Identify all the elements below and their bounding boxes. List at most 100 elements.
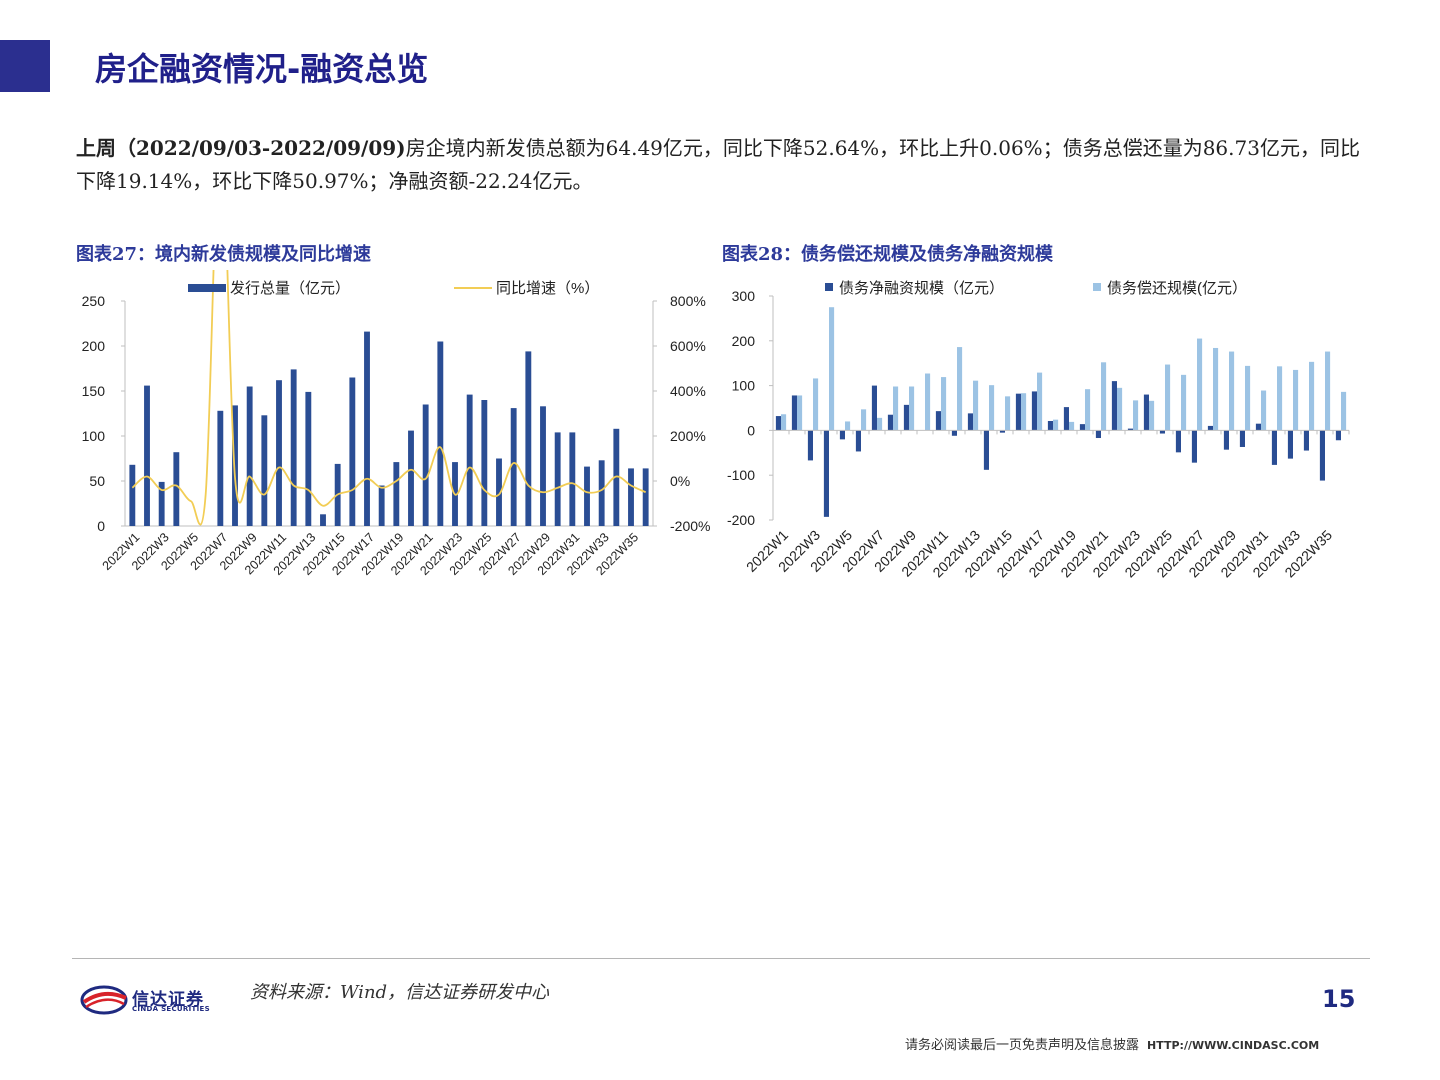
bar-net-financing bbox=[839, 430, 845, 440]
y-tick-label: 200 bbox=[732, 333, 756, 349]
bar-net-financing bbox=[1095, 430, 1101, 439]
legend-swatch-issuance bbox=[188, 284, 226, 292]
bar-net-financing bbox=[967, 413, 973, 431]
page-number: 15 bbox=[1322, 985, 1356, 1013]
bar-net-financing bbox=[1079, 424, 1085, 431]
bar-net-financing bbox=[775, 416, 781, 431]
bar-repayment bbox=[845, 421, 851, 431]
chart-28-title: 图表28：债务偿还规模及债务净融资规模 bbox=[722, 244, 1054, 265]
right-tick-label: 0% bbox=[670, 473, 690, 489]
summary-text: 上周（2022/09/03-2022/09/09)房企境内新发债总额为64.49… bbox=[76, 132, 1366, 198]
bar-net-financing bbox=[935, 411, 941, 431]
legend-swatch-net-financing bbox=[825, 283, 833, 291]
bar-repayment bbox=[1165, 364, 1171, 431]
bar-issuance bbox=[349, 377, 356, 526]
bar-net-financing bbox=[983, 430, 989, 470]
bar-repayment bbox=[1277, 366, 1283, 431]
bar-issuance bbox=[290, 369, 297, 526]
bar-repayment bbox=[1101, 362, 1107, 431]
legend-label-issuance: 发行总量（亿元） bbox=[230, 280, 350, 297]
bar-net-financing bbox=[1271, 430, 1277, 465]
legend-label-net-financing: 债务净融资规模（亿元） bbox=[839, 280, 1004, 297]
bar-issuance bbox=[540, 406, 546, 526]
bar-issuance bbox=[628, 468, 634, 526]
bar-repayment bbox=[925, 373, 931, 431]
logo-subtext: CINDA SECURITIES bbox=[132, 1005, 210, 1013]
bar-issuance bbox=[598, 460, 605, 526]
legend-label-growth: 同比增速（%） bbox=[496, 280, 599, 297]
logo-text: 信达证券 bbox=[132, 990, 204, 1010]
bar-net-financing bbox=[871, 385, 877, 431]
bar-repayment bbox=[1245, 365, 1251, 431]
bar-repayment bbox=[1229, 351, 1235, 431]
bar-issuance bbox=[378, 485, 385, 526]
footer-divider bbox=[72, 958, 1370, 959]
bar-issuance bbox=[569, 432, 576, 526]
left-tick-label: 0 bbox=[97, 518, 105, 534]
bar-net-financing bbox=[1303, 430, 1309, 451]
bar-issuance bbox=[525, 351, 532, 526]
chart-27-title: 图表27：境内新发债规模及同比增速 bbox=[76, 244, 372, 265]
bar-repayment bbox=[829, 307, 835, 431]
bar-net-financing bbox=[951, 430, 957, 436]
website-link[interactable]: HTTP://WWW.CINDASC.COM bbox=[1147, 1039, 1320, 1052]
bar-net-financing bbox=[1239, 430, 1245, 447]
bar-repayment bbox=[1181, 374, 1187, 431]
y-tick-label: 100 bbox=[732, 378, 756, 394]
bar-issuance bbox=[364, 331, 370, 526]
bar-issuance bbox=[217, 410, 224, 526]
bar-net-financing bbox=[903, 404, 909, 431]
bar-net-financing bbox=[1047, 420, 1053, 431]
bar-repayment bbox=[941, 377, 947, 431]
bar-repayment bbox=[1005, 396, 1011, 431]
summary-period: 上周（2022/09/03-2022/09/09) bbox=[76, 136, 406, 160]
y-tick-label: 300 bbox=[732, 288, 756, 304]
bar-issuance bbox=[642, 468, 649, 526]
bar-repayment bbox=[1037, 372, 1043, 431]
bar-net-financing bbox=[1031, 391, 1037, 431]
bar-repayment bbox=[1309, 361, 1315, 431]
bar-net-financing bbox=[807, 430, 813, 461]
bar-repayment bbox=[1069, 421, 1075, 431]
disclaimer: 请务必阅读最后一页免责声明及信息披露 HTTP://WWW.CINDASC.COM bbox=[905, 1034, 1319, 1053]
y-tick-label: -100 bbox=[727, 467, 755, 483]
bar-repayment bbox=[813, 378, 819, 431]
bar-repayment bbox=[1133, 400, 1139, 431]
bar-net-financing bbox=[1175, 430, 1181, 453]
bar-issuance bbox=[129, 464, 136, 526]
right-tick-label: 200% bbox=[670, 428, 706, 444]
bar-repayment bbox=[957, 347, 963, 431]
bar-net-financing bbox=[1255, 423, 1261, 431]
bar-issuance bbox=[422, 404, 429, 526]
bar-repayment bbox=[861, 409, 867, 431]
y-tick-label: 0 bbox=[747, 422, 755, 438]
legend-swatch-repayment bbox=[1093, 283, 1101, 291]
bar-repayment bbox=[1261, 390, 1267, 431]
bar-net-financing bbox=[1111, 381, 1117, 431]
chart-new-bond-issuance: 050100150200250-200%0%200%400%600%800%20… bbox=[82, 270, 710, 578]
bar-issuance bbox=[305, 391, 312, 526]
chart-debt-repayment: -200-10001002003002022W12022W32022W52022… bbox=[727, 280, 1350, 581]
bar-repayment bbox=[973, 380, 979, 431]
bar-issuance bbox=[408, 430, 414, 526]
bar-repayment bbox=[1325, 351, 1331, 431]
bar-issuance bbox=[466, 394, 473, 526]
cinda-logo-icon bbox=[80, 985, 128, 1015]
bar-net-financing bbox=[823, 430, 829, 517]
bar-issuance bbox=[173, 452, 180, 526]
bar-issuance bbox=[144, 385, 150, 526]
left-tick-label: 250 bbox=[82, 293, 106, 309]
bar-net-financing bbox=[1159, 430, 1165, 434]
bar-issuance bbox=[158, 481, 165, 526]
bar-repayment bbox=[877, 417, 883, 431]
bar-repayment bbox=[1021, 393, 1027, 431]
bar-net-financing bbox=[1207, 425, 1213, 431]
bar-net-financing bbox=[1319, 430, 1325, 481]
bar-issuance bbox=[510, 408, 517, 526]
legend-label-repayment: 债务偿还规模(亿元） bbox=[1107, 280, 1247, 297]
bar-net-financing bbox=[1127, 428, 1133, 431]
right-tick-label: 600% bbox=[670, 338, 706, 354]
bar-repayment bbox=[797, 395, 803, 431]
bar-repayment bbox=[1053, 419, 1059, 431]
left-tick-label: 50 bbox=[89, 473, 105, 489]
